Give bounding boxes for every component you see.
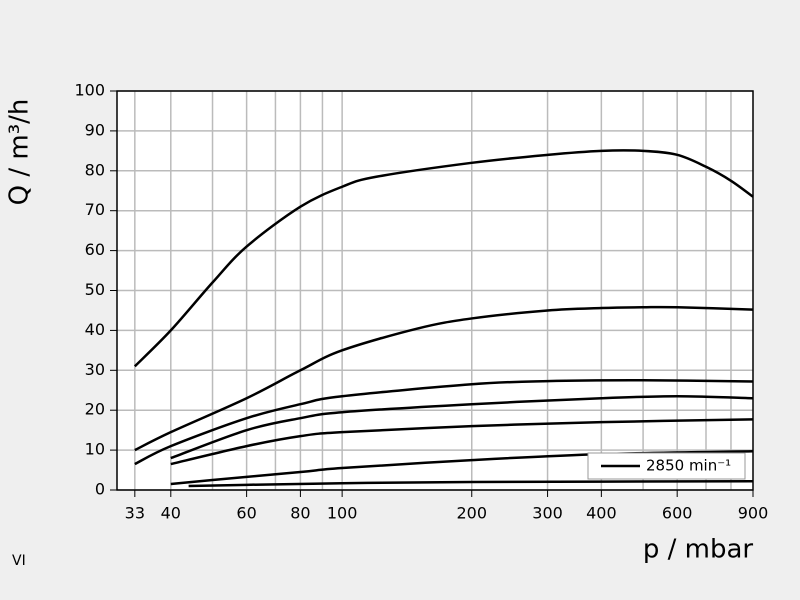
curve	[170, 394, 754, 460]
curve	[134, 379, 754, 466]
x-tick-label: 33	[125, 504, 145, 523]
curve	[133, 149, 754, 368]
y-tick-label: 30	[85, 360, 105, 379]
x-tick-label: 600	[662, 504, 693, 523]
x-tick-label: 400	[586, 504, 617, 523]
legend: 2850 min⁻¹	[587, 452, 746, 480]
curve	[170, 418, 754, 466]
y-tick-label: 80	[85, 160, 105, 179]
y-tick-label: 60	[85, 240, 105, 259]
y-tick-label: 10	[85, 440, 105, 459]
x-tick-label: 300	[532, 504, 563, 523]
legend-label: 2850 min⁻¹	[646, 457, 731, 475]
curve	[134, 305, 754, 452]
y-tick-label: 40	[85, 320, 105, 339]
y-axis-title: Q / m³/h	[5, 99, 35, 206]
annotation: VI	[12, 553, 26, 569]
x-tick-label: 200	[456, 504, 487, 523]
x-tick-label: 40	[161, 504, 181, 523]
x-tick-label: 100	[327, 504, 358, 523]
y-tick-label: 20	[85, 400, 105, 419]
y-tick-label: 0	[95, 480, 105, 499]
y-tick-label: 50	[85, 280, 105, 299]
curve	[188, 479, 754, 488]
x-tick-label: 60	[236, 504, 256, 523]
y-tick-label: 70	[85, 200, 105, 219]
y-tick-label: 100	[74, 81, 105, 100]
x-tick-label: 80	[290, 504, 310, 523]
x-tick-label: 900	[738, 504, 769, 523]
y-tick-label: 90	[85, 120, 105, 139]
x-axis-title: p / mbar	[643, 535, 754, 565]
